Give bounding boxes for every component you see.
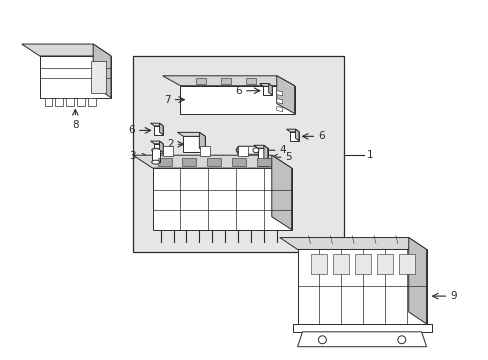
Polygon shape — [289, 132, 299, 141]
Polygon shape — [286, 129, 299, 132]
Polygon shape — [200, 146, 210, 156]
Text: 5: 5 — [285, 152, 292, 162]
Polygon shape — [295, 129, 299, 141]
Polygon shape — [376, 255, 392, 274]
Polygon shape — [257, 148, 267, 166]
Polygon shape — [311, 255, 326, 274]
Ellipse shape — [151, 148, 160, 152]
Circle shape — [318, 336, 325, 344]
Ellipse shape — [151, 160, 160, 164]
Text: 7: 7 — [163, 95, 170, 105]
Circle shape — [397, 336, 405, 344]
Polygon shape — [221, 78, 231, 84]
Text: 8: 8 — [72, 121, 79, 130]
Text: 1: 1 — [366, 150, 373, 160]
Polygon shape — [151, 150, 160, 162]
Ellipse shape — [252, 148, 258, 153]
Polygon shape — [236, 146, 259, 154]
Polygon shape — [154, 144, 163, 153]
Polygon shape — [268, 84, 272, 95]
Polygon shape — [297, 332, 426, 347]
Polygon shape — [157, 158, 171, 166]
Polygon shape — [271, 155, 291, 230]
Polygon shape — [253, 145, 267, 148]
Polygon shape — [398, 255, 414, 274]
Polygon shape — [159, 123, 163, 135]
Polygon shape — [259, 84, 272, 86]
Polygon shape — [150, 141, 163, 144]
Polygon shape — [21, 44, 111, 56]
Polygon shape — [276, 91, 282, 96]
Text: 6: 6 — [235, 86, 242, 96]
Polygon shape — [40, 56, 111, 98]
Polygon shape — [91, 61, 106, 93]
Text: 6: 6 — [128, 125, 135, 135]
Polygon shape — [408, 238, 426, 324]
Polygon shape — [354, 255, 370, 274]
Polygon shape — [152, 168, 291, 230]
Polygon shape — [163, 146, 172, 156]
Polygon shape — [159, 141, 163, 153]
Polygon shape — [44, 98, 52, 105]
Polygon shape — [163, 76, 294, 86]
Polygon shape — [264, 145, 267, 166]
Polygon shape — [196, 78, 206, 84]
Polygon shape — [256, 158, 270, 166]
Polygon shape — [263, 86, 272, 95]
Polygon shape — [276, 107, 282, 112]
Polygon shape — [77, 98, 85, 105]
Ellipse shape — [237, 148, 243, 153]
Polygon shape — [207, 158, 221, 166]
Polygon shape — [133, 155, 291, 168]
Text: 4: 4 — [279, 145, 286, 155]
Polygon shape — [276, 76, 294, 113]
Polygon shape — [182, 158, 196, 166]
Polygon shape — [150, 123, 163, 126]
Polygon shape — [199, 132, 205, 152]
Polygon shape — [279, 238, 426, 249]
Polygon shape — [133, 56, 344, 252]
Polygon shape — [232, 158, 245, 166]
Text: 6: 6 — [318, 131, 325, 141]
Polygon shape — [180, 86, 294, 113]
Text: 2: 2 — [166, 139, 173, 149]
Polygon shape — [276, 99, 282, 104]
Polygon shape — [297, 249, 426, 324]
Polygon shape — [154, 126, 163, 135]
Polygon shape — [93, 44, 111, 98]
Polygon shape — [66, 98, 74, 105]
Polygon shape — [177, 132, 205, 136]
Polygon shape — [88, 98, 96, 105]
Text: 9: 9 — [449, 291, 456, 301]
Polygon shape — [55, 98, 63, 105]
Polygon shape — [333, 255, 348, 274]
Polygon shape — [292, 324, 431, 332]
Polygon shape — [245, 78, 255, 84]
Polygon shape — [238, 146, 247, 156]
Polygon shape — [183, 136, 205, 152]
Text: 3: 3 — [129, 151, 136, 161]
